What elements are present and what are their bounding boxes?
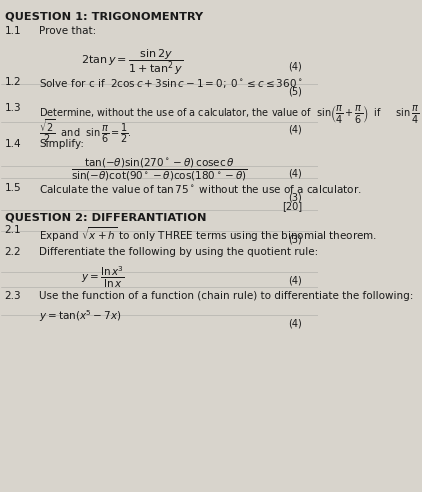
- Text: (4): (4): [288, 276, 302, 285]
- Text: (4): (4): [288, 124, 302, 135]
- Text: (5): (5): [288, 87, 302, 96]
- Text: Expand $\sqrt{x+h}$ to only THREE terms using the binomial theorem.: Expand $\sqrt{x+h}$ to only THREE terms …: [39, 225, 378, 244]
- Text: Simplify:: Simplify:: [39, 139, 84, 150]
- Text: (3): (3): [288, 234, 302, 244]
- Text: Prove that:: Prove that:: [39, 26, 97, 36]
- Text: 2.3: 2.3: [5, 291, 21, 301]
- Text: 1.2: 1.2: [5, 77, 21, 87]
- Text: (3): (3): [288, 192, 302, 202]
- Text: 1.1: 1.1: [5, 26, 21, 36]
- Text: (4): (4): [288, 318, 302, 328]
- Text: 1.4: 1.4: [5, 139, 21, 150]
- Text: 1.3: 1.3: [5, 103, 21, 113]
- Text: 1.5: 1.5: [5, 184, 21, 193]
- Text: Determine, without the use of a calculator, the value of  $\sin\!\left(\dfrac{\p: Determine, without the use of a calculat…: [39, 103, 422, 125]
- Text: $y = \tan\!\left(x^5 - 7x\right)$: $y = \tan\!\left(x^5 - 7x\right)$: [39, 308, 122, 324]
- Text: QUESTION 2: DIFFERANTIATION: QUESTION 2: DIFFERANTIATION: [5, 213, 206, 223]
- Text: $\dfrac{\tan(-\theta)\sin(270^\circ-\theta)\,\mathrm{cosec}\,\theta}{\sin(-\thet: $\dfrac{\tan(-\theta)\sin(270^\circ-\the…: [71, 157, 248, 183]
- Text: Use the function of a function (chain rule) to differentiate the following:: Use the function of a function (chain ru…: [39, 291, 414, 301]
- Text: $\dfrac{\sqrt{2}}{2}$  and  $\sin\dfrac{\pi}{6} = \dfrac{1}{2}$.: $\dfrac{\sqrt{2}}{2}$ and $\sin\dfrac{\p…: [39, 118, 132, 146]
- Text: Differentiate the following by using the quotient rule:: Differentiate the following by using the…: [39, 247, 319, 257]
- Text: (4): (4): [288, 61, 302, 71]
- Text: 2.2: 2.2: [5, 247, 21, 257]
- Text: Calculate the value of $\tan 75^\circ$ without the use of a calculator.: Calculate the value of $\tan 75^\circ$ w…: [39, 184, 362, 195]
- Text: 2.1: 2.1: [5, 225, 21, 236]
- Text: [20]: [20]: [282, 201, 302, 211]
- Text: Solve for c if  $2\cos c + 3\sin c - 1 = 0;\; 0^\circ \leq c \leq 360^\circ$: Solve for c if $2\cos c + 3\sin c - 1 = …: [39, 77, 303, 90]
- Text: (4): (4): [288, 169, 302, 179]
- Text: $2\tan y = \dfrac{\sin 2y}{1 + \tan^2 y}$: $2\tan y = \dfrac{\sin 2y}{1 + \tan^2 y}…: [81, 48, 183, 77]
- Text: QUESTION 1: TRIGONOMENTRY: QUESTION 1: TRIGONOMENTRY: [5, 11, 203, 21]
- Text: $y = \dfrac{\ln x^3}{\ln x}$: $y = \dfrac{\ln x^3}{\ln x}$: [81, 265, 124, 290]
